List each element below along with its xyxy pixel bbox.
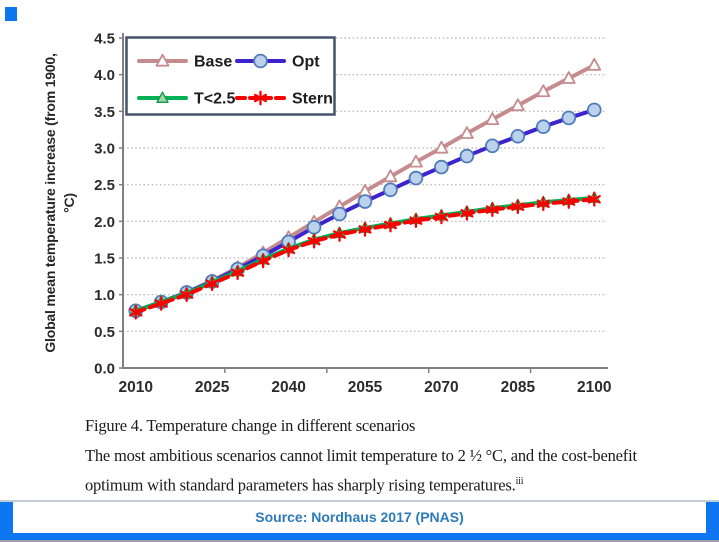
x-tick-label: 2070	[424, 379, 458, 396]
asterisk-marker	[154, 299, 168, 308]
top-left-accent-square	[5, 7, 17, 21]
triangle-marker	[156, 91, 169, 104]
y-tick-label: 0.5	[94, 324, 115, 341]
circle-marker	[510, 128, 526, 144]
circle-marker	[459, 148, 475, 164]
series-line	[133, 107, 597, 313]
triangle-open-marker	[434, 140, 449, 154]
asterisk-marker	[536, 199, 550, 208]
circle-marker	[383, 182, 398, 198]
triangle-open-marker	[459, 126, 474, 139]
triangle-open-marker	[485, 112, 500, 125]
x-tick-label: 2040	[271, 379, 305, 396]
asterisk-marker	[409, 216, 423, 225]
asterisk-marker	[333, 230, 347, 239]
temperature-scenarios-chart: 0.0 0.5 1.0 1.5 2.0 2.5 3.0 3.5 4.0 4.5 2010 2025 20…	[42, 31, 612, 397]
figure-caption-body: The most ambitious scenarios cannot limi…	[85, 443, 697, 498]
y-tick-label: 1.5	[94, 251, 115, 268]
page-bottom-edge-line	[0, 540, 719, 542]
asterisk-marker	[460, 209, 474, 218]
y-tick-label: 4.5	[94, 31, 115, 48]
y-tick-label: 2.0	[94, 214, 115, 231]
legend-label-Stern: Stern	[292, 91, 333, 108]
x-tick-label: 2100	[577, 379, 611, 396]
triangle-open-marker	[409, 154, 423, 168]
series-Opt	[128, 102, 602, 319]
footer-right-accent-bar	[706, 502, 719, 542]
y-tick-label: 4.0	[94, 67, 115, 84]
asterisk-marker	[256, 256, 270, 266]
caption-body-line1: The most ambitious scenarios cannot limi…	[85, 446, 637, 465]
triangle-open-marker	[510, 98, 525, 112]
asterisk-marker	[434, 212, 448, 222]
asterisk-marker	[282, 245, 296, 255]
y-axis-title: °C)	[61, 193, 77, 213]
figure-chart-region: 0.0 0.5 1.0 1.5 2.0 2.5 3.0 3.5 4.0 4.5 2010 2025 20…	[42, 31, 612, 397]
source-attribution: Source: Nordhaus 2017 (PNAS)	[255, 509, 464, 525]
series-Stern	[129, 191, 601, 320]
y-axis-title: Global mean temperature increase (from 1…	[42, 53, 58, 352]
asterisk-marker	[587, 195, 601, 204]
triangle-open-marker	[561, 71, 576, 84]
asterisk-marker	[383, 220, 397, 230]
x-tick-label: 2055	[348, 379, 383, 396]
y-tick-label: 3.0	[94, 141, 115, 158]
y-tick-label: 2.5	[94, 177, 115, 194]
circle-marker	[357, 194, 373, 209]
series-T<2.5	[129, 191, 601, 316]
circle-marker	[408, 170, 424, 186]
asterisk-marker	[307, 236, 321, 246]
footer-divider-line	[0, 500, 719, 502]
circle-marker	[434, 159, 449, 175]
footer-bottom-accent-bar	[0, 533, 719, 541]
circle-marker	[253, 53, 268, 69]
x-tick-label: 2025	[195, 379, 230, 396]
footer-left-accent-bar	[0, 502, 13, 542]
circle-marker	[332, 206, 347, 222]
series-line	[133, 195, 597, 313]
figure-caption-title: Figure 4. Temperature change in differen…	[85, 416, 416, 435]
circle-marker	[485, 138, 500, 154]
y-tick-label: 3.5	[94, 104, 115, 121]
circle-marker	[306, 219, 322, 235]
triangle-open-marker	[536, 84, 551, 98]
asterisk-marker	[205, 279, 219, 288]
asterisk-marker	[253, 93, 268, 103]
asterisk-marker	[511, 202, 525, 211]
triangle-open-marker	[383, 169, 398, 183]
asterisk-marker	[180, 290, 194, 299]
asterisk-marker	[485, 205, 499, 214]
triangle-open-marker	[155, 53, 170, 67]
triangle-open-marker	[587, 57, 602, 71]
legend-label-T<2.5: T<2.5	[194, 91, 235, 108]
circle-marker	[561, 110, 577, 126]
asterisk-marker	[231, 268, 245, 277]
chart-legend: Base Opt T<2.5 Stern	[125, 36, 336, 116]
circle-marker	[586, 102, 602, 118]
x-tick-label: 2010	[118, 379, 152, 396]
figure-caption: Figure 4. Temperature change in differen…	[85, 416, 697, 498]
endnote-marker: iii	[515, 475, 524, 487]
legend-label-Base: Base	[194, 54, 232, 71]
circle-marker	[536, 119, 551, 135]
asterisk-marker	[129, 308, 143, 317]
y-tick-label: 0.0	[94, 361, 115, 378]
asterisk-marker	[358, 225, 372, 234]
legend-label-Opt: Opt	[292, 54, 320, 71]
series-line	[133, 197, 597, 315]
y-tick-label: 1.0	[94, 287, 115, 304]
x-tick-label: 2085	[501, 379, 536, 396]
asterisk-marker	[562, 197, 576, 206]
caption-body-line2: optimum with standard parameters has sha…	[85, 475, 516, 494]
